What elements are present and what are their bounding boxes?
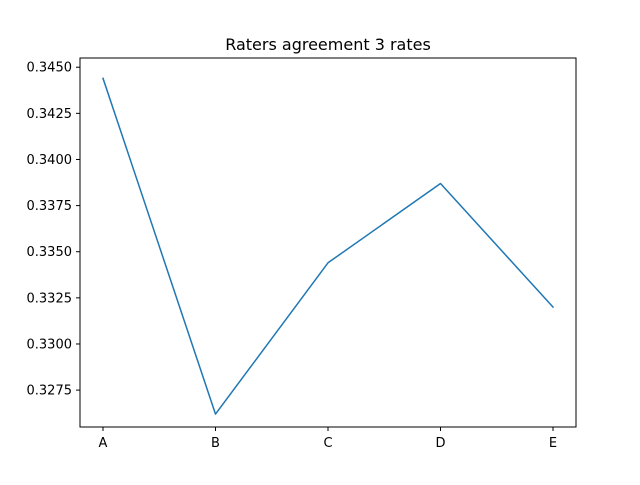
y-tick-label: 0.3400: [27, 153, 73, 168]
x-tick-label: A: [99, 436, 108, 451]
plot-lines: [103, 78, 553, 414]
y-tick-label: 0.3325: [27, 291, 73, 306]
y-axis: 0.3275 0.3300 0.3325 0.3350 0.3375 0.3400 0.34…: [27, 61, 81, 399]
x-tick-label: B: [211, 436, 220, 451]
x-tick-label: D: [435, 436, 445, 451]
series-line: [103, 78, 553, 414]
y-tick-label: 0.3275: [27, 384, 73, 399]
y-tick-label: 0.3350: [27, 245, 73, 260]
y-tick-label: 0.3300: [27, 337, 73, 352]
x-tick-label: E: [549, 436, 557, 451]
chart-title: Raters agreement 3 rates: [225, 35, 431, 54]
y-tick-label: 0.3450: [27, 61, 73, 76]
plot-frame: [80, 58, 576, 427]
y-tick-label: 0.3425: [27, 107, 73, 122]
y-tick-label: 0.3375: [27, 199, 73, 214]
x-axis: A B C D E: [99, 427, 558, 451]
x-tick-label: C: [323, 436, 332, 451]
